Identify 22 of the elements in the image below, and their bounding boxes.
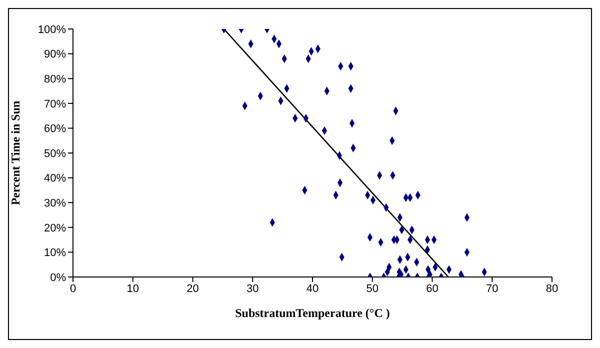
y-tick-label: 60%: [44, 123, 66, 136]
y-tick-label: 30%: [44, 198, 66, 210]
y-axis-title: Percent Time in Sun: [8, 100, 22, 206]
x-tick-label: 70: [486, 282, 498, 295]
y-tick-label: 40%: [44, 172, 66, 185]
y-tick-label: 100%: [38, 24, 66, 36]
y-tick-label: 50%: [44, 148, 66, 160]
x-axis-title: SubstratumTemperature (°C ): [235, 306, 390, 320]
y-tick-label: 80%: [44, 74, 66, 86]
y-tick-label: 10%: [44, 247, 66, 260]
x-tick-label: 50: [366, 282, 378, 295]
x-tick-label: 0: [70, 282, 76, 295]
x-tick-label: 60: [426, 282, 438, 295]
y-tick-label: 20%: [44, 222, 66, 234]
x-tick-label: 80: [546, 282, 558, 295]
x-tick-label: 30: [246, 282, 259, 295]
y-tick-label: 0%: [50, 272, 66, 284]
x-tick-label: 20: [186, 282, 199, 295]
y-tick-label: 70%: [44, 98, 66, 110]
y-tick-label: 90%: [44, 48, 66, 61]
x-tick-label: 10: [126, 282, 139, 295]
x-tick-label: 40: [306, 282, 319, 295]
